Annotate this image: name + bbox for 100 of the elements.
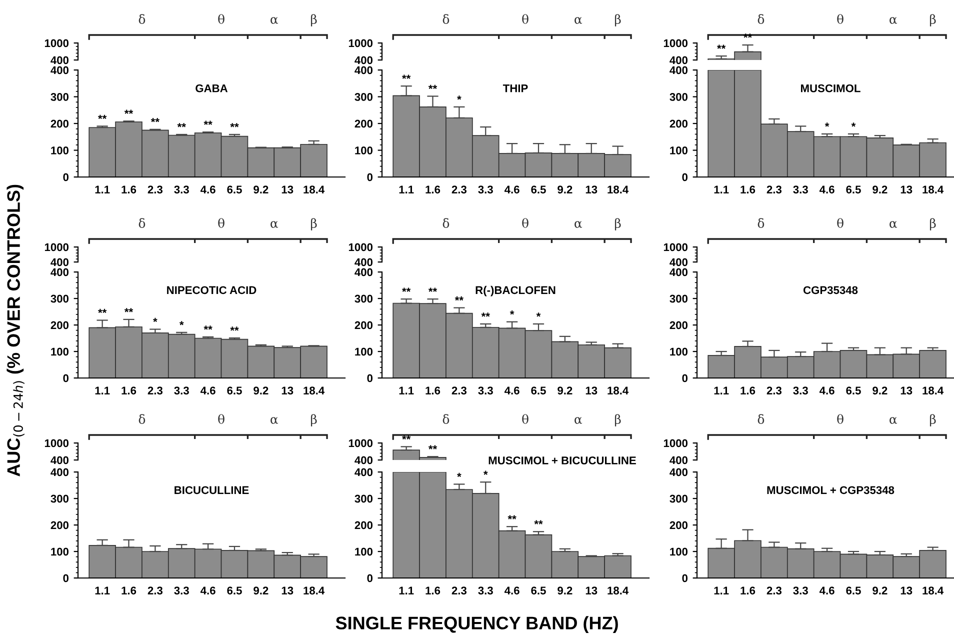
- text: THIP: [502, 84, 528, 92]
- y-tick-label: 100: [355, 548, 373, 556]
- annotation: *: [851, 122, 856, 127]
- x-tick-label: 18.4: [608, 186, 629, 194]
- text: NIPECOTIC ACID: [167, 286, 256, 294]
- annotation: *: [484, 470, 488, 475]
- x-tick-label: 3.3: [793, 586, 808, 595]
- text: MUSCIMOL + CGP35348: [767, 486, 894, 494]
- y-tick-label: 300: [354, 494, 373, 503]
- text: α: [890, 417, 898, 424]
- annotation: **: [177, 123, 186, 128]
- x-tick-label: 3.3: [174, 386, 189, 395]
- annotation: **: [98, 308, 107, 314]
- annotation: **: [402, 435, 411, 440]
- y-tick-label: 300: [50, 294, 69, 303]
- x-tick-label: 6.5: [227, 186, 242, 194]
- x-tick-label: 1.1: [95, 586, 110, 594]
- annotation: *: [510, 310, 514, 315]
- y-axis-title: AUC$_{(0−24h)}$ (% OVER CONTROLS): [6, 184, 24, 476]
- y-tick-label: 1000: [664, 243, 688, 252]
- x-tick-label: 3.3: [478, 586, 493, 595]
- text: δ: [758, 414, 764, 424]
- x-tick-label: 3.3: [478, 186, 493, 194]
- text: θ: [837, 218, 844, 228]
- y-tick-label: 300: [670, 93, 688, 101]
- text: θ: [522, 218, 528, 228]
- text: α: [270, 17, 278, 24]
- x-tick-label: 3.3: [174, 186, 189, 194]
- text: β: [930, 218, 936, 230]
- y-tick-label: 400: [670, 258, 688, 266]
- text: β: [310, 414, 317, 426]
- y-tick-label: 0: [367, 574, 373, 582]
- x-tick-label: 2.3: [452, 186, 467, 194]
- annotation: **: [428, 84, 438, 90]
- annotation: **: [402, 74, 411, 79]
- annotation: **: [150, 118, 160, 122]
- x-tick-label: 4.6: [200, 586, 216, 594]
- x-tick-label: 9.2: [558, 186, 572, 194]
- text: α: [574, 221, 582, 228]
- y-tick-label: 1000: [44, 439, 69, 448]
- y-tick-label: 400: [50, 268, 69, 276]
- x-tick-label: 13: [900, 186, 912, 194]
- y-tick-label: 400: [670, 468, 688, 476]
- y-tick-label: 100: [51, 146, 69, 154]
- y-tick-label: 300: [354, 93, 373, 101]
- y-tick-label: 200: [354, 521, 373, 530]
- x-tick-label: 6.5: [531, 186, 546, 194]
- x-tick-label: 2.3: [148, 586, 163, 595]
- y-tick-label: 200: [354, 120, 373, 128]
- x-tick-label: 18.4: [608, 586, 629, 594]
- annotation: **: [402, 288, 411, 292]
- text: β: [930, 414, 936, 426]
- x-tick-label: 1.1: [399, 386, 414, 394]
- x-tick-label: 9.2: [872, 386, 888, 394]
- x-tick-label: 3.3: [793, 386, 808, 395]
- x-tick-label: 2.3: [148, 186, 163, 194]
- x-tick-label: 6.5: [846, 386, 861, 394]
- x-tick-label: 1.6: [426, 586, 440, 594]
- y-tick-label: 400: [670, 56, 688, 64]
- x-tick-label: 2.3: [766, 186, 782, 194]
- x-tick-label: 6.5: [531, 586, 546, 594]
- x-tick-label: 18.4: [922, 586, 944, 594]
- x-tick-label: 2.3: [766, 586, 782, 595]
- text: θ: [218, 14, 224, 24]
- x-tick-label: 18.4: [608, 386, 629, 394]
- text: θ: [218, 218, 224, 228]
- annotation: *: [180, 321, 184, 326]
- x-tick-label: 1.6: [426, 386, 440, 394]
- y-tick-label: 400: [50, 56, 69, 64]
- x-tick-label: 18.4: [304, 386, 325, 394]
- text: θ: [837, 414, 844, 424]
- x-tick-label: 1.6: [740, 586, 756, 594]
- y-tick-label: 1000: [348, 39, 373, 48]
- x-tick-label: 9.2: [558, 386, 572, 394]
- y-tick-label: 0: [367, 374, 373, 382]
- x-tick-label: 4.6: [820, 586, 834, 594]
- x-tick-label: 18.4: [922, 186, 944, 194]
- x-tick-label: 1.1: [714, 586, 729, 594]
- text: δ: [138, 218, 146, 228]
- x-tick-label: 1.6: [122, 586, 136, 594]
- y-tick-label: 200: [670, 521, 688, 530]
- y-tick-label: 200: [670, 321, 688, 330]
- annotation: **: [124, 110, 134, 114]
- text: α: [574, 417, 582, 424]
- y-tick-label: 300: [50, 93, 69, 101]
- y-tick-label: 100: [670, 348, 688, 356]
- text: δ: [758, 14, 764, 24]
- text: R(-)BACLOFEN: [476, 286, 556, 296]
- x-tick-label: 18.4: [922, 386, 944, 394]
- y-tick-label: 400: [354, 258, 373, 266]
- chart-title: MUSCIMOL + BICUCULLINE: [488, 456, 636, 464]
- y-tick-label: 0: [367, 173, 373, 182]
- text: α: [890, 221, 898, 228]
- y-tick-label: 300: [670, 294, 688, 303]
- x-tick-label: 18.4: [304, 186, 325, 194]
- y-tick-label: 1000: [348, 243, 373, 252]
- y-tick-label: 300: [50, 494, 69, 503]
- x-tick-label: 13: [586, 186, 598, 194]
- x-tick-label: 1.1: [714, 386, 729, 394]
- x-tick-label: 3.3: [478, 386, 493, 395]
